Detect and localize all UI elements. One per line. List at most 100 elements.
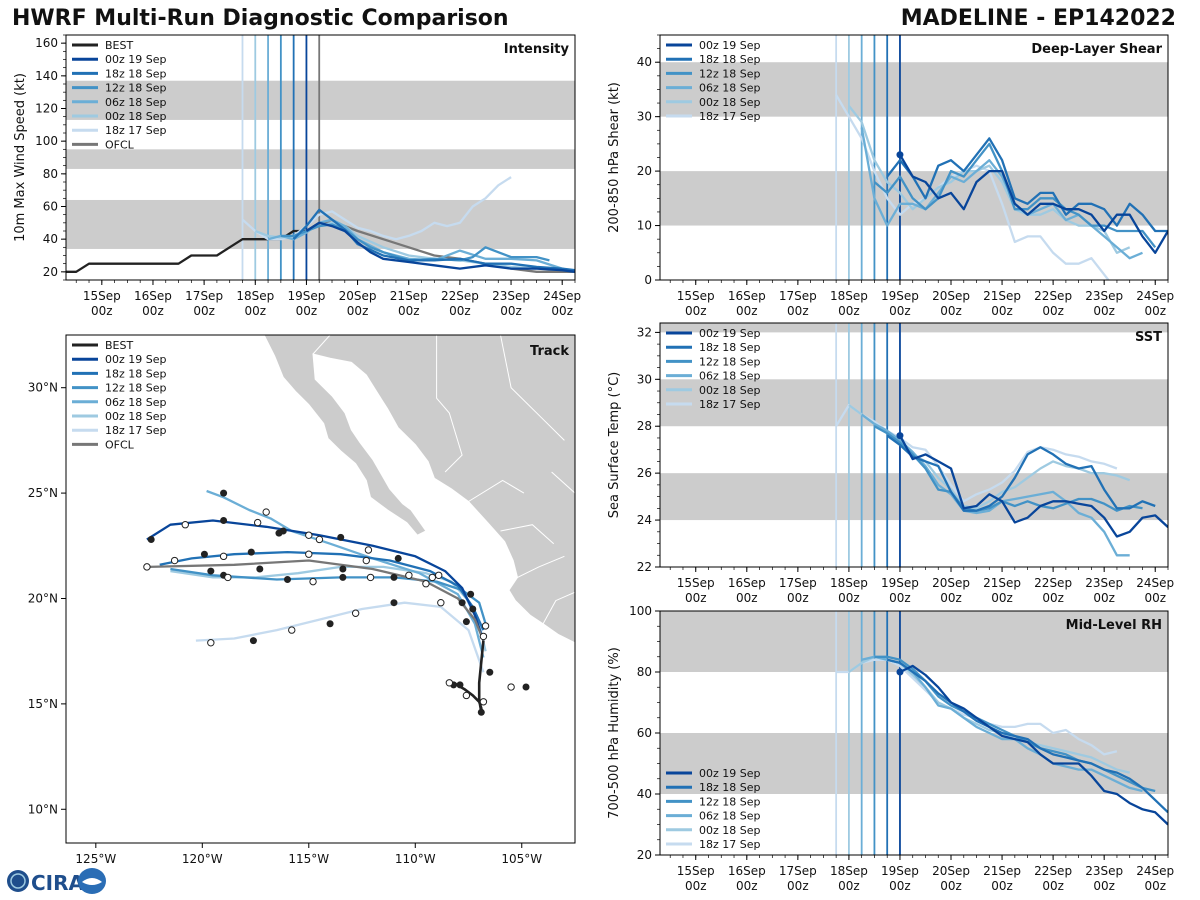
x-tick-label-hour: 00z — [940, 591, 962, 605]
y-axis-label: Sea Surface Temp (°C) — [607, 372, 622, 519]
series-line-00z-19-sep — [899, 154, 1168, 254]
legend-label-best: BEST — [105, 339, 133, 352]
legend-label-00z-19-sep: 00z 19 Sep — [105, 53, 167, 66]
series-line-00z-18-sep — [847, 105, 1131, 254]
y-axis-label: 200-850 hPa Shear (kt) — [607, 82, 622, 233]
x-tick-label-day: 21Sep — [390, 289, 428, 303]
track-point-filled — [462, 618, 470, 626]
legend-label-18z-18-sep: 18z 18 Sep — [105, 67, 167, 80]
lat-tick-label: 20°N — [28, 591, 58, 605]
x-tick-label-hour: 00z — [1093, 304, 1115, 318]
panel-title-track: Track — [530, 344, 569, 359]
x-tick-label-hour: 00z — [940, 304, 962, 318]
legend-label-ofcl: OFCL — [105, 438, 135, 451]
track-point-filled — [456, 681, 464, 689]
track-point-open — [428, 573, 437, 582]
legend-label-00z-19-sep: 00z 19 Sep — [699, 327, 761, 340]
track-point-open — [405, 571, 413, 579]
track-point-filled — [522, 683, 530, 691]
track-point-open — [309, 577, 317, 586]
track-point-open — [288, 626, 296, 634]
x-tick-label-hour: 00z — [889, 304, 911, 318]
x-tick-label-hour: 00z — [193, 304, 215, 318]
x-tick-label-hour: 00z — [500, 304, 522, 318]
x-tick-label-day: 15Sep — [83, 289, 121, 303]
x-tick-label-hour: 00z — [142, 304, 164, 318]
x-tick-label-day: 16Sep — [728, 576, 766, 590]
legend-label-00z-18-sep: 00z 18 Sep — [105, 110, 167, 123]
y-tick-label: 30 — [637, 372, 652, 386]
y-tick-label: 120 — [35, 102, 58, 116]
y-tick-label: 26 — [637, 466, 652, 480]
legend-label-18z-17-sep: 18z 17 Sep — [699, 838, 761, 851]
x-tick-label-hour: 00z — [347, 304, 369, 318]
y-axis-label: 700-500 hPa Humidity (%) — [607, 647, 622, 819]
track-point-filled — [486, 668, 494, 676]
shaded-band-2 — [660, 323, 1168, 333]
x-tick-label-hour: 00z — [736, 304, 758, 318]
x-tick-label-hour: 00z — [736, 591, 758, 605]
x-tick-label-day: 22Sep — [1034, 864, 1072, 878]
panel-title-intensity: Intensity — [504, 42, 570, 57]
x-tick-label-day: 18Sep — [830, 576, 868, 590]
lon-tick-label: 120°W — [182, 852, 223, 866]
x-tick-label-hour: 00z — [838, 591, 860, 605]
y-tick-label: 140 — [35, 69, 58, 83]
x-tick-label-hour: 00z — [1093, 879, 1115, 893]
track-point-open — [262, 508, 270, 516]
x-tick-label-day: 17Sep — [779, 576, 817, 590]
x-tick-label-day: 15Sep — [677, 864, 715, 878]
track-point-open — [305, 550, 313, 558]
map-area — [66, 335, 575, 843]
x-tick-label-day: 21Sep — [983, 864, 1021, 878]
track-point-filled — [339, 565, 347, 573]
track-point-filled — [247, 548, 255, 556]
y-tick-label: 20 — [637, 848, 652, 862]
figure-title: HWRF Multi-Run Diagnostic Comparison — [12, 6, 509, 31]
x-tick-label-hour: 00z — [940, 879, 962, 893]
state-border — [436, 335, 463, 473]
legend-label-00z-18-sep: 00z 18 Sep — [699, 824, 761, 837]
x-tick-label-hour: 00z — [1042, 879, 1064, 893]
x-tick-label-day: 20Sep — [932, 864, 970, 878]
plot-area-shear — [660, 35, 1168, 280]
logo-globe-icon — [7, 870, 29, 892]
lon-tick-label: 110°W — [395, 852, 436, 866]
x-tick-label-day: 19Sep — [881, 864, 919, 878]
track-line-18z-17-sep — [195, 601, 485, 673]
x-tick-label-hour: 00z — [1144, 591, 1166, 605]
state-border — [517, 555, 565, 578]
track-point-open — [445, 679, 454, 687]
shaded-band-1 — [66, 149, 575, 169]
legend-label-18z-17-sep: 18z 17 Sep — [699, 398, 761, 411]
track-point-filled — [326, 620, 334, 628]
lat-tick-label: 30°N — [28, 381, 58, 395]
track-line-ofcl — [149, 559, 485, 642]
map-frame — [65, 334, 576, 844]
x-tick-label-day: 18Sep — [830, 289, 868, 303]
y-tick-label: 24 — [637, 513, 652, 527]
shaded-band-0 — [660, 733, 1168, 794]
y-tick-label: 30 — [637, 110, 652, 124]
track-point-filled — [200, 550, 208, 558]
series-line-12z-18-sep — [873, 425, 1143, 512]
x-tick-label-day: 20Sep — [932, 576, 970, 590]
x-tick-label-day: 22Sep — [441, 289, 479, 303]
init-marker — [896, 432, 904, 440]
track-line-00z-19-sep — [146, 519, 485, 641]
x-tick-label-hour: 00z — [838, 879, 860, 893]
x-tick-label-hour: 00z — [889, 879, 911, 893]
plot-area-rh — [660, 611, 1168, 855]
state-border — [468, 479, 525, 502]
x-tick-label-hour: 00z — [838, 304, 860, 318]
y-tick-label: 28 — [637, 419, 652, 433]
legend-label-12z-18-sep: 12z 18 Sep — [699, 67, 761, 80]
track-point-filled — [390, 599, 398, 607]
x-tick-label-hour: 00z — [1144, 304, 1166, 318]
legend-label-18z-17-sep: 18z 17 Sep — [699, 110, 761, 123]
legend-label-00z-18-sep: 00z 18 Sep — [699, 96, 761, 109]
legend-label-18z-18-sep: 18z 18 Sep — [699, 781, 761, 794]
x-tick-label-day: 19Sep — [881, 289, 919, 303]
